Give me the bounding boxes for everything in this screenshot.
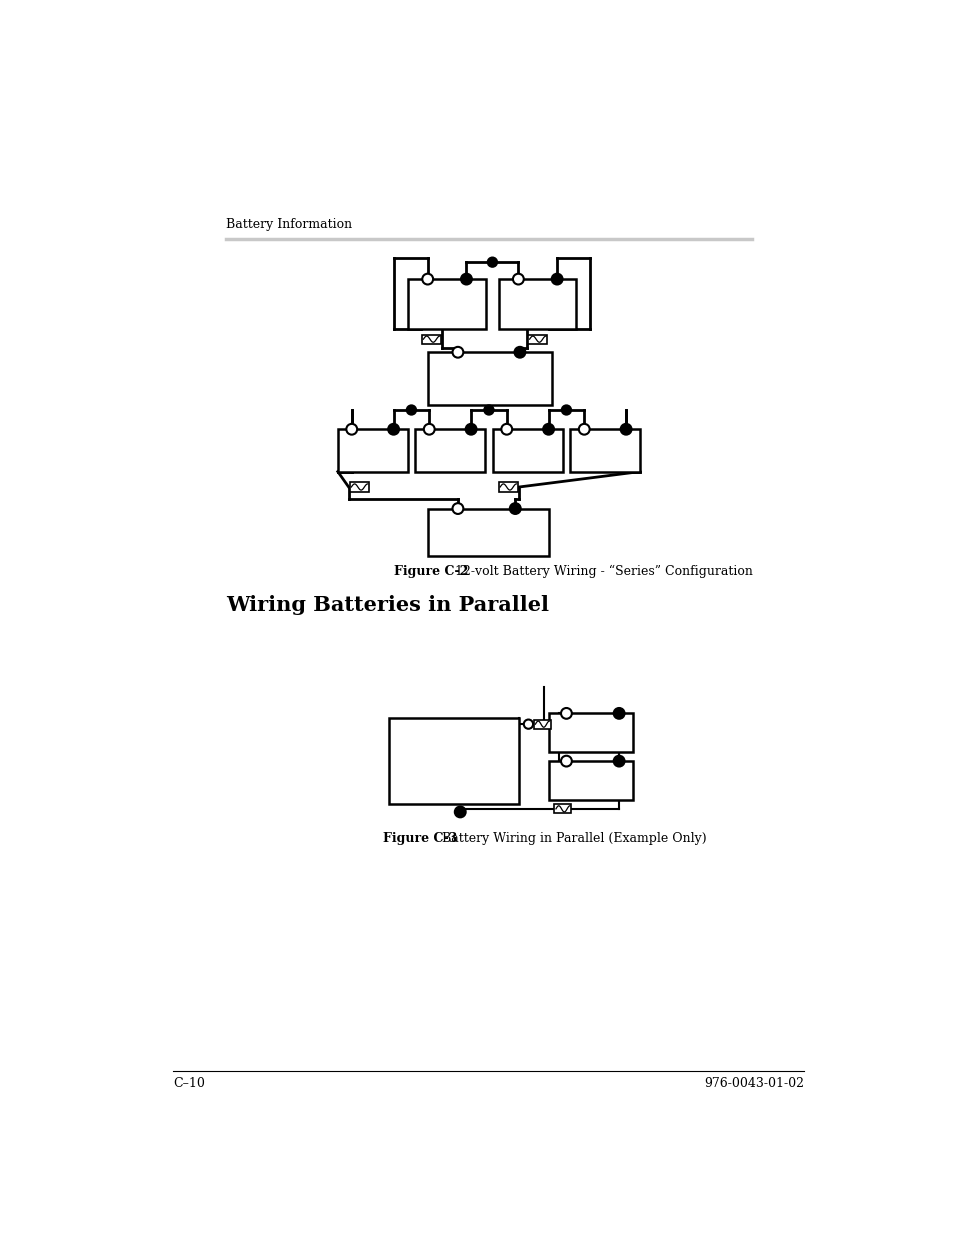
- Bar: [493, 430, 562, 472]
- Bar: [337, 430, 407, 472]
- Bar: [498, 279, 576, 330]
- Bar: [528, 335, 547, 343]
- Circle shape: [509, 503, 520, 514]
- Circle shape: [346, 424, 356, 435]
- Text: Wiring Batteries in Parallel: Wiring Batteries in Parallel: [226, 595, 549, 615]
- Circle shape: [455, 806, 465, 818]
- Bar: [421, 335, 441, 343]
- Circle shape: [388, 424, 398, 435]
- Text: 976-0043-01-02: 976-0043-01-02: [703, 1077, 803, 1091]
- Text: Figure C-2: Figure C-2: [394, 566, 468, 578]
- Circle shape: [487, 258, 497, 267]
- Circle shape: [560, 756, 571, 767]
- Bar: [570, 430, 639, 472]
- Bar: [428, 352, 552, 405]
- Text: 12-volt Battery Wiring - “Series” Configuration: 12-volt Battery Wiring - “Series” Config…: [455, 566, 752, 578]
- Circle shape: [613, 708, 624, 719]
- Circle shape: [542, 424, 554, 435]
- Circle shape: [484, 405, 493, 415]
- Text: Battery Wiring in Parallel (Example Only): Battery Wiring in Parallel (Example Only…: [441, 831, 705, 845]
- Bar: [428, 509, 548, 556]
- Circle shape: [423, 424, 435, 435]
- Bar: [415, 430, 484, 472]
- Circle shape: [500, 424, 512, 435]
- Text: Battery Information: Battery Information: [226, 217, 352, 231]
- Bar: [534, 720, 550, 729]
- Circle shape: [422, 274, 433, 284]
- Circle shape: [578, 424, 589, 435]
- Circle shape: [513, 274, 523, 284]
- Circle shape: [514, 347, 525, 358]
- Bar: [549, 761, 633, 799]
- Text: Figure C-3: Figure C-3: [382, 831, 456, 845]
- Text: C–10: C–10: [173, 1077, 205, 1091]
- Circle shape: [465, 424, 476, 435]
- Bar: [554, 804, 571, 814]
- Bar: [389, 718, 518, 804]
- Circle shape: [452, 503, 463, 514]
- Bar: [408, 279, 485, 330]
- Circle shape: [523, 720, 533, 729]
- Circle shape: [551, 274, 562, 284]
- Bar: [498, 483, 517, 492]
- Circle shape: [560, 708, 571, 719]
- Circle shape: [620, 424, 631, 435]
- Circle shape: [613, 756, 624, 767]
- Circle shape: [460, 274, 472, 284]
- Bar: [350, 483, 369, 492]
- Bar: [549, 714, 633, 752]
- Circle shape: [452, 347, 463, 358]
- Circle shape: [561, 405, 571, 415]
- Circle shape: [406, 405, 416, 415]
